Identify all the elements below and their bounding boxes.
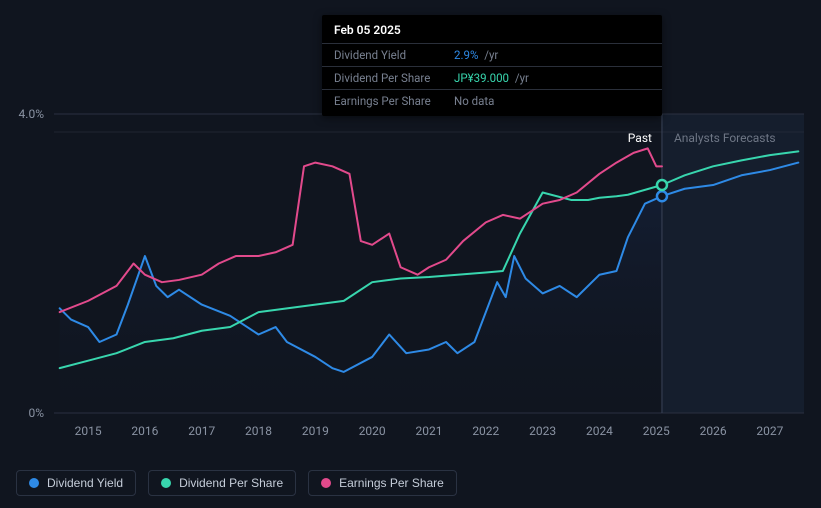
legend-item-label: Earnings Per Share <box>339 476 444 490</box>
svg-text:2019: 2019 <box>302 424 329 438</box>
legend-item-dividend-yield[interactable]: Dividend Yield <box>16 470 136 496</box>
legend-item-label: Dividend Yield <box>47 476 123 490</box>
svg-text:4.0%: 4.0% <box>19 107 45 121</box>
tooltip-row: Dividend Per ShareJP¥39.000 /yr <box>322 66 662 89</box>
tooltip-row-label: Dividend Yield <box>334 48 454 62</box>
legend-dot-icon <box>29 478 39 488</box>
svg-text:2017: 2017 <box>188 424 215 438</box>
svg-text:2024: 2024 <box>586 424 613 438</box>
region-label-forecast: Analysts Forecasts <box>674 131 776 145</box>
svg-text:2027: 2027 <box>756 424 783 438</box>
svg-text:2018: 2018 <box>245 424 272 438</box>
tooltip-row-value: JP¥39.000 /yr <box>454 71 529 85</box>
svg-text:2015: 2015 <box>75 424 102 438</box>
tooltip-row-value: 2.9% /yr <box>454 48 498 62</box>
tooltip-date: Feb 05 2025 <box>322 23 662 43</box>
svg-text:2020: 2020 <box>359 424 386 438</box>
legend-item-earnings-per-share[interactable]: Earnings Per Share <box>308 470 457 496</box>
svg-text:2023: 2023 <box>529 424 556 438</box>
svg-text:2021: 2021 <box>416 424 443 438</box>
tooltip-row-value: No data <box>454 94 494 108</box>
tooltip-row-label: Dividend Per Share <box>334 71 454 85</box>
svg-text:2025: 2025 <box>643 424 670 438</box>
tooltip-row-label: Earnings Per Share <box>334 94 454 108</box>
svg-text:2016: 2016 <box>131 424 158 438</box>
legend-item-dividend-per-share[interactable]: Dividend Per Share <box>148 470 296 496</box>
svg-text:0%: 0% <box>28 406 44 420</box>
svg-text:2022: 2022 <box>472 424 499 438</box>
tooltip-row: Dividend Yield2.9% /yr <box>322 43 662 66</box>
legend-dot-icon <box>321 478 331 488</box>
legend-item-label: Dividend Per Share <box>179 476 283 490</box>
chart-tooltip: Feb 05 2025 Dividend Yield2.9% /yrDivide… <box>322 15 662 116</box>
tooltip-row: Earnings Per ShareNo data <box>322 89 662 112</box>
region-label-past: Past <box>628 131 652 145</box>
svg-text:2026: 2026 <box>700 424 727 438</box>
chart-legend: Dividend Yield Dividend Per Share Earnings… <box>16 470 457 496</box>
legend-dot-icon <box>161 478 171 488</box>
